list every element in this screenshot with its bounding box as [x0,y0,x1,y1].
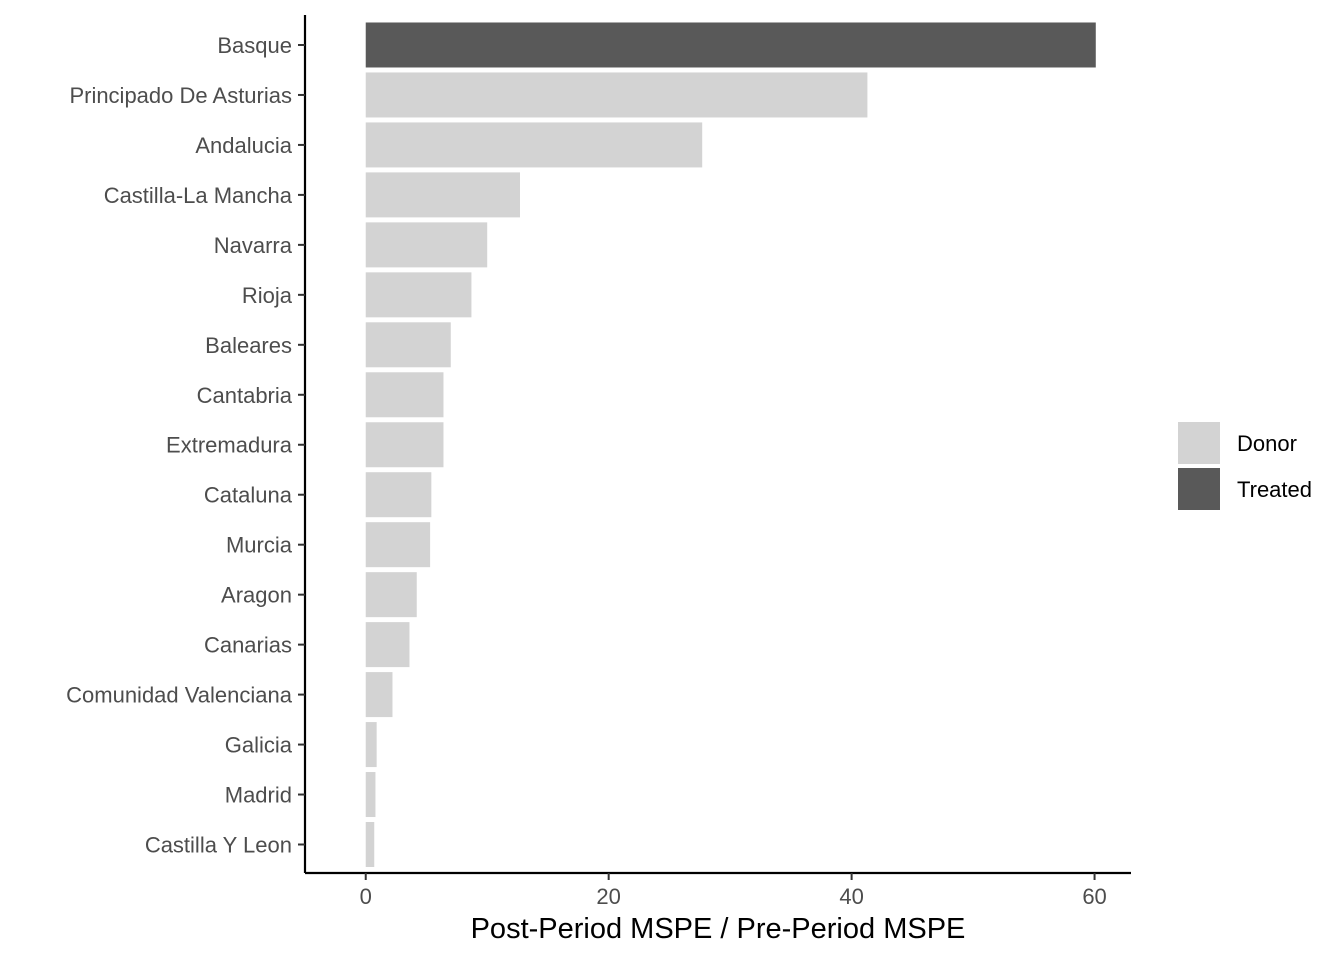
y-ticks-layer: Basque Principado De Asturias Andalucia Cas… [66,33,305,858]
y-tick-label-3: Castilla-La Mancha [104,183,293,208]
y-tick-label-11: Aragon [221,583,292,608]
bar-13 [365,672,393,718]
legend-swatch-treated [1178,468,1220,510]
bar-5 [365,272,472,318]
bar-11 [365,572,417,618]
x-ticks-layer: 0 20 40 60 [360,873,1107,909]
y-tick-label-14: Galicia [225,733,293,758]
y-tick-label-7: Cantabria [197,383,293,408]
legend: Donor Treated [1178,422,1312,510]
x-axis-title: Post-Period MSPE / Pre-Period MSPE [471,913,966,945]
y-tick-label-15: Madrid [225,783,292,808]
y-tick-label-13: Comunidad Valenciana [66,683,293,708]
bar-1 [365,72,868,118]
bar-3 [365,172,521,218]
y-tick-label-1: Principado De Asturias [69,83,292,108]
y-tick-label-0: Basque [217,33,292,58]
bar-0 [365,22,1096,68]
y-tick-label-10: Murcia [226,533,293,558]
bar-9 [365,472,432,518]
bar-4 [365,222,488,268]
bar-10 [365,522,431,568]
bar-16 [365,822,375,868]
legend-label-treated: Treated [1237,477,1312,502]
y-tick-label-6: Baleares [205,333,292,358]
x-tick-label-1: 20 [596,884,620,909]
x-tick-label-0: 0 [360,884,372,909]
y-tick-label-9: Cataluna [204,483,293,508]
x-tick-label-3: 60 [1082,884,1106,909]
y-tick-label-4: Navarra [214,233,293,258]
bars-layer [365,22,1096,868]
bar-7 [365,372,444,418]
legend-swatch-donor [1178,422,1220,464]
y-tick-label-5: Rioja [242,283,293,308]
y-tick-label-8: Extremadura [166,433,293,458]
bar-6 [365,322,451,368]
bar-14 [365,722,377,768]
bar-8 [365,422,444,468]
bar-15 [365,772,376,818]
bar-2 [365,122,703,168]
bar-12 [365,622,410,668]
y-tick-label-2: Andalucia [195,133,292,158]
y-tick-label-12: Canarias [204,633,292,658]
x-tick-label-2: 40 [839,884,863,909]
legend-label-donor: Donor [1237,431,1297,456]
y-tick-label-16: Castilla Y Leon [145,833,292,858]
